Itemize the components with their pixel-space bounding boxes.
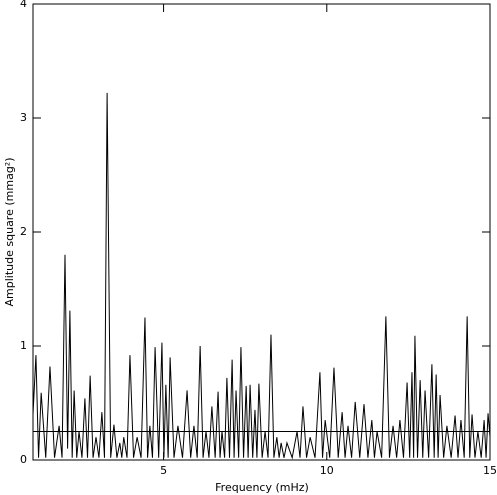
y-tick-label: 3	[20, 111, 27, 124]
y-tick-label: 1	[20, 339, 27, 352]
spectrum-line	[32, 92, 491, 460]
y-tick-label: 2	[20, 225, 27, 238]
y-axis-label: Amplitude square (mmag²)	[3, 158, 16, 307]
x-tick-label: 10	[320, 464, 334, 477]
plot-frame	[32, 3, 491, 461]
x-axis-label: Frequency (mHz)	[215, 481, 309, 494]
x-tick-label: 15	[483, 464, 497, 477]
y-tick-label: 0	[20, 453, 27, 466]
x-tick-label: 5	[160, 464, 167, 477]
y-tick-label: 4	[20, 0, 27, 10]
